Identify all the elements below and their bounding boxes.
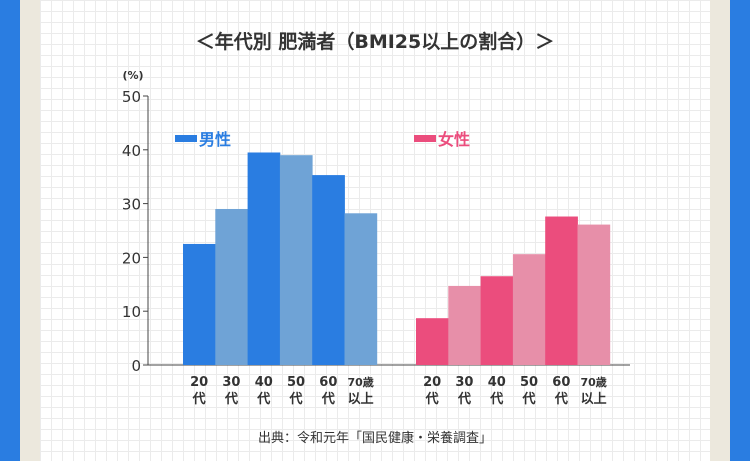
x-tick-label-line1: 70歳 [580, 375, 606, 389]
bar-male [183, 243, 216, 365]
legend-label: 男性 [199, 130, 231, 149]
legend-swatch [414, 135, 436, 142]
y-tick-label: 30 [122, 196, 141, 214]
bar-female [480, 276, 514, 365]
x-tick-label-line1: 20 [423, 375, 441, 390]
chart-title: ＜年代別 肥満者（BMI25以上の割合）＞ [196, 30, 555, 53]
y-axis-unit-label: (%) [122, 69, 143, 82]
y-tick-label: 10 [122, 303, 141, 321]
y-tick-label: 20 [122, 249, 141, 267]
bar-female [448, 285, 481, 365]
bar-male [312, 175, 345, 365]
x-tick-label-line2: 代 [321, 391, 335, 407]
x-tick-label-line1: 50 [287, 375, 305, 390]
right-blue-border [730, 0, 750, 461]
bar-male [279, 155, 313, 365]
x-tick-label-line1: 50 [520, 375, 538, 390]
bar-female [512, 254, 546, 365]
x-tick-label-line1: 60 [552, 375, 570, 390]
x-tick-label-line1: 30 [222, 375, 240, 390]
x-tick-label-line2: 代 [192, 391, 206, 407]
legend-swatch [175, 135, 197, 142]
bar-female [416, 318, 449, 365]
x-tick-label-line2: 代 [256, 391, 270, 407]
x-tick-label-line1: 40 [255, 375, 273, 390]
bar-female [577, 224, 611, 365]
x-tick-label-line1: 30 [455, 375, 473, 390]
x-tick-label-line2: 代 [425, 391, 439, 407]
bar-male [247, 152, 281, 365]
x-tick-label-line2: 代 [522, 391, 536, 407]
x-tick-label-line2: 以上 [581, 392, 607, 407]
legend-label: 女性 [438, 130, 470, 149]
y-tick-label: 40 [122, 142, 141, 160]
bar-female [545, 216, 578, 365]
x-tick-label-line2: 代 [489, 391, 503, 407]
y-tick-label: 0 [131, 357, 141, 375]
source-note: 出典：令和元年「国民健康・栄養調査」 [258, 430, 492, 446]
bar-male [344, 213, 378, 365]
x-tick-label-line2: 代 [554, 391, 568, 407]
bar-male [215, 208, 248, 365]
x-tick-label-line1: 20 [190, 375, 208, 390]
x-tick-label-line1: 40 [488, 375, 506, 390]
x-tick-label-line2: 以上 [348, 392, 374, 407]
y-tick-label: 50 [122, 88, 141, 106]
x-tick-label-line2: 代 [289, 391, 303, 407]
x-tick-label-line2: 代 [224, 391, 238, 407]
x-tick-label-line1: 70歳 [347, 375, 373, 389]
left-blue-border [0, 0, 20, 461]
x-tick-label-line1: 60 [319, 375, 337, 390]
x-tick-label-line2: 代 [457, 391, 471, 407]
